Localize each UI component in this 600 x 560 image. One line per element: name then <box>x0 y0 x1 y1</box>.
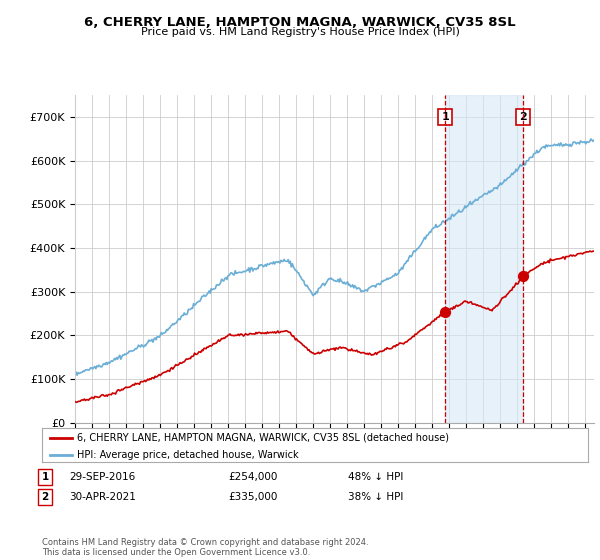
Text: 6, CHERRY LANE, HAMPTON MAGNA, WARWICK, CV35 8SL: 6, CHERRY LANE, HAMPTON MAGNA, WARWICK, … <box>84 16 516 29</box>
Text: 29-SEP-2016: 29-SEP-2016 <box>69 472 135 482</box>
Text: Price paid vs. HM Land Registry's House Price Index (HPI): Price paid vs. HM Land Registry's House … <box>140 27 460 37</box>
Text: 48% ↓ HPI: 48% ↓ HPI <box>348 472 403 482</box>
Text: 1: 1 <box>41 472 49 482</box>
Bar <box>445 95 523 423</box>
Point <box>440 307 450 316</box>
Text: 6, CHERRY LANE, HAMPTON MAGNA, WARWICK, CV35 8SL (detached house): 6, CHERRY LANE, HAMPTON MAGNA, WARWICK, … <box>77 433 449 443</box>
Text: 2: 2 <box>41 492 49 502</box>
Text: Contains HM Land Registry data © Crown copyright and database right 2024.
This d: Contains HM Land Registry data © Crown c… <box>42 538 368 557</box>
Text: HPI: Average price, detached house, Warwick: HPI: Average price, detached house, Warw… <box>77 450 299 460</box>
Text: £254,000: £254,000 <box>228 472 277 482</box>
Text: 38% ↓ HPI: 38% ↓ HPI <box>348 492 403 502</box>
Point <box>518 272 528 281</box>
Text: 1: 1 <box>441 112 449 122</box>
Text: 30-APR-2021: 30-APR-2021 <box>69 492 136 502</box>
Text: £335,000: £335,000 <box>228 492 277 502</box>
Text: 2: 2 <box>519 112 527 122</box>
